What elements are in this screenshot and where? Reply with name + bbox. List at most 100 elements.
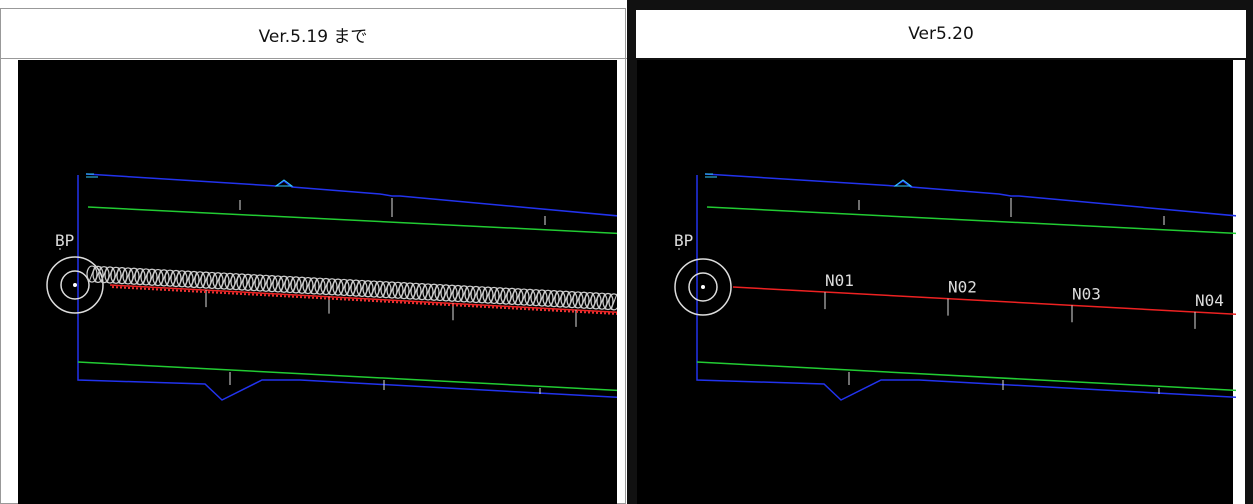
label-clutter xyxy=(476,305,478,307)
label-clutter xyxy=(204,291,206,293)
label-clutter xyxy=(428,303,430,305)
label-clutter xyxy=(304,296,306,298)
label-clutter xyxy=(124,287,126,289)
cad-views: BPBPN01N02N03N04 xyxy=(0,0,1253,504)
label-clutter xyxy=(320,297,322,299)
label-clutter xyxy=(588,311,590,313)
label-clutter xyxy=(460,305,462,307)
label-clutter xyxy=(592,312,594,314)
label-clutter xyxy=(408,302,410,304)
label-clutter xyxy=(596,312,598,314)
label-clutter xyxy=(252,294,254,296)
label-clutter xyxy=(528,308,530,310)
label-clutter xyxy=(396,301,398,303)
label-clutter xyxy=(604,312,606,314)
label-clutter xyxy=(456,304,458,306)
label-clutter xyxy=(420,303,422,305)
label-clutter xyxy=(236,293,238,295)
label-clutter xyxy=(584,311,586,313)
label-clutter xyxy=(184,290,186,292)
label-clutter xyxy=(484,306,486,308)
label-clutter xyxy=(200,291,202,293)
label-clutter xyxy=(264,294,266,296)
label-clutter xyxy=(340,298,342,300)
label-clutter xyxy=(492,306,494,308)
label-clutter xyxy=(356,299,358,301)
label-clutter xyxy=(284,295,286,297)
label-clutter xyxy=(404,302,406,304)
label-clutter xyxy=(480,306,482,308)
label-clutter xyxy=(168,289,170,291)
label-clutter xyxy=(288,295,290,297)
label-clutter xyxy=(568,310,570,312)
label-clutter xyxy=(308,297,310,299)
label-clutter xyxy=(248,293,250,295)
label-clutter xyxy=(180,290,182,292)
label-clutter xyxy=(332,298,334,300)
label-clutter xyxy=(328,298,330,300)
label-clutter xyxy=(384,301,386,303)
label-clutter xyxy=(400,301,402,303)
station-dot xyxy=(73,283,77,287)
label-clutter xyxy=(212,291,214,293)
label-clutter xyxy=(296,296,298,298)
cad-view xyxy=(637,60,1233,504)
label-clutter xyxy=(316,297,318,299)
label-clutter xyxy=(488,306,490,308)
label: N03 xyxy=(1072,284,1101,303)
label-clutter xyxy=(524,308,526,310)
label-clutter xyxy=(416,302,418,304)
label-clutter xyxy=(188,290,190,292)
label-clutter xyxy=(388,301,390,303)
label-clutter xyxy=(616,313,618,315)
label-clutter xyxy=(432,303,434,305)
label-clutter xyxy=(512,307,514,309)
label-clutter xyxy=(576,311,578,313)
label-clutter xyxy=(256,294,258,296)
label-clutter xyxy=(164,289,166,291)
label-clutter xyxy=(120,287,122,289)
label-clutter xyxy=(544,309,546,311)
label-clutter xyxy=(148,288,150,290)
label-clutter xyxy=(152,288,154,290)
label-clutter xyxy=(372,300,374,302)
label-clutter xyxy=(312,297,314,299)
label-clutter xyxy=(224,292,226,294)
label: N01 xyxy=(825,271,854,290)
label-clutter xyxy=(156,288,158,290)
label-clutter xyxy=(564,310,566,312)
label-clutter xyxy=(176,290,178,292)
label-clutter xyxy=(276,295,278,297)
label-clutter xyxy=(244,293,246,295)
label-clutter xyxy=(572,311,574,313)
label-clutter xyxy=(344,298,346,300)
label-clutter xyxy=(140,288,142,290)
label-clutter xyxy=(392,301,394,303)
label-clutter xyxy=(116,286,118,288)
label-clutter xyxy=(172,289,174,291)
label-clutter xyxy=(552,310,554,312)
label-clutter xyxy=(300,296,302,298)
label-clutter xyxy=(508,307,510,309)
label-clutter xyxy=(560,310,562,312)
label-clutter xyxy=(496,307,498,309)
label-clutter xyxy=(240,293,242,295)
label-clutter xyxy=(532,308,534,310)
label-clutter xyxy=(132,287,134,289)
label-clutter xyxy=(440,304,442,306)
label-clutter xyxy=(424,303,426,305)
label-clutter xyxy=(380,300,382,302)
label-clutter xyxy=(444,304,446,306)
label-clutter xyxy=(376,300,378,302)
label-clutter xyxy=(324,297,326,299)
label-clutter xyxy=(452,304,454,306)
label-clutter xyxy=(232,292,234,294)
label-clutter xyxy=(228,292,230,294)
station-dot xyxy=(701,285,705,289)
label-clutter xyxy=(216,292,218,294)
label-clutter xyxy=(336,298,338,300)
label-clutter xyxy=(516,308,518,310)
label-clutter xyxy=(556,310,558,312)
label-clutter xyxy=(436,303,438,305)
label-clutter xyxy=(144,288,146,290)
